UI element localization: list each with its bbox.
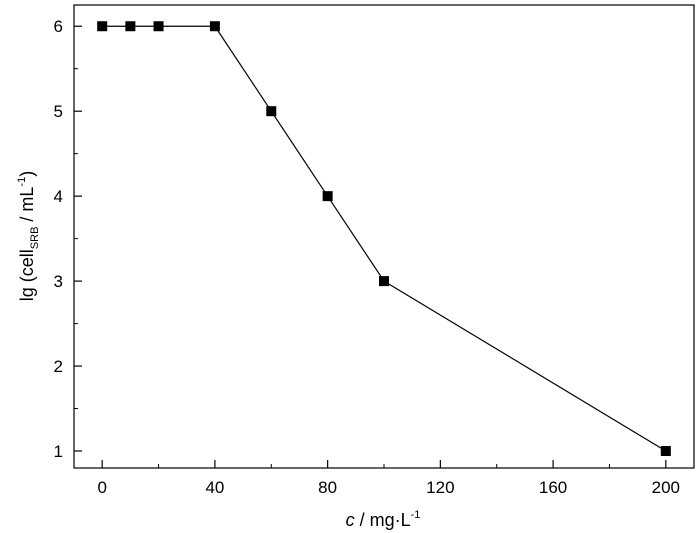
x-tick-label: 0 [97, 478, 106, 497]
x-axis-title: c / mg·L-1 [346, 509, 421, 530]
data-point [153, 21, 164, 32]
x-tick-label: 80 [318, 478, 337, 497]
data-point [266, 106, 277, 117]
x-tick-label: 200 [652, 478, 680, 497]
y-axis-title-mid: / mL [17, 187, 37, 227]
y-axis-ticks: 1 2 3 4 5 6 [54, 17, 82, 461]
x-axis-ticks: 0 40 80 120 160 200 [97, 460, 680, 497]
data-point [379, 276, 389, 287]
data-point [322, 191, 333, 202]
x-axis-title-variable: c [346, 510, 355, 530]
data-point [209, 21, 220, 32]
x-tick-label: 40 [205, 478, 224, 497]
y-tick-label: 5 [54, 102, 63, 121]
y-axis-title-post: ) [17, 171, 37, 177]
x-tick-label: 160 [539, 478, 567, 497]
series-lines [102, 25, 667, 452]
y-axis-title-sup: -1 [16, 177, 28, 187]
y-tick-label: 4 [54, 187, 63, 206]
series-segment [214, 25, 272, 112]
data-point [97, 21, 108, 32]
y-tick-label: 1 [54, 442, 63, 461]
y-axis-title-sub: SRB [29, 227, 41, 250]
data-point [125, 21, 136, 32]
series-points [97, 21, 671, 457]
y-axis-title: lg (cellSRB / mL-1) [16, 171, 41, 301]
series-segment [327, 195, 385, 282]
x-axis-title-sup: -1 [411, 509, 421, 521]
x-axis-title-unit: / mg·L [355, 510, 411, 530]
y-tick-label: 3 [54, 272, 63, 291]
plot-frame [73, 4, 695, 469]
x-tick-label: 120 [426, 478, 454, 497]
series-segment [383, 280, 667, 452]
data-point [660, 446, 671, 457]
y-axis-title-pre: lg (cell [17, 249, 37, 301]
series-segment [270, 110, 329, 197]
y-tick-label: 6 [54, 17, 63, 36]
y-tick-label: 2 [54, 357, 63, 376]
